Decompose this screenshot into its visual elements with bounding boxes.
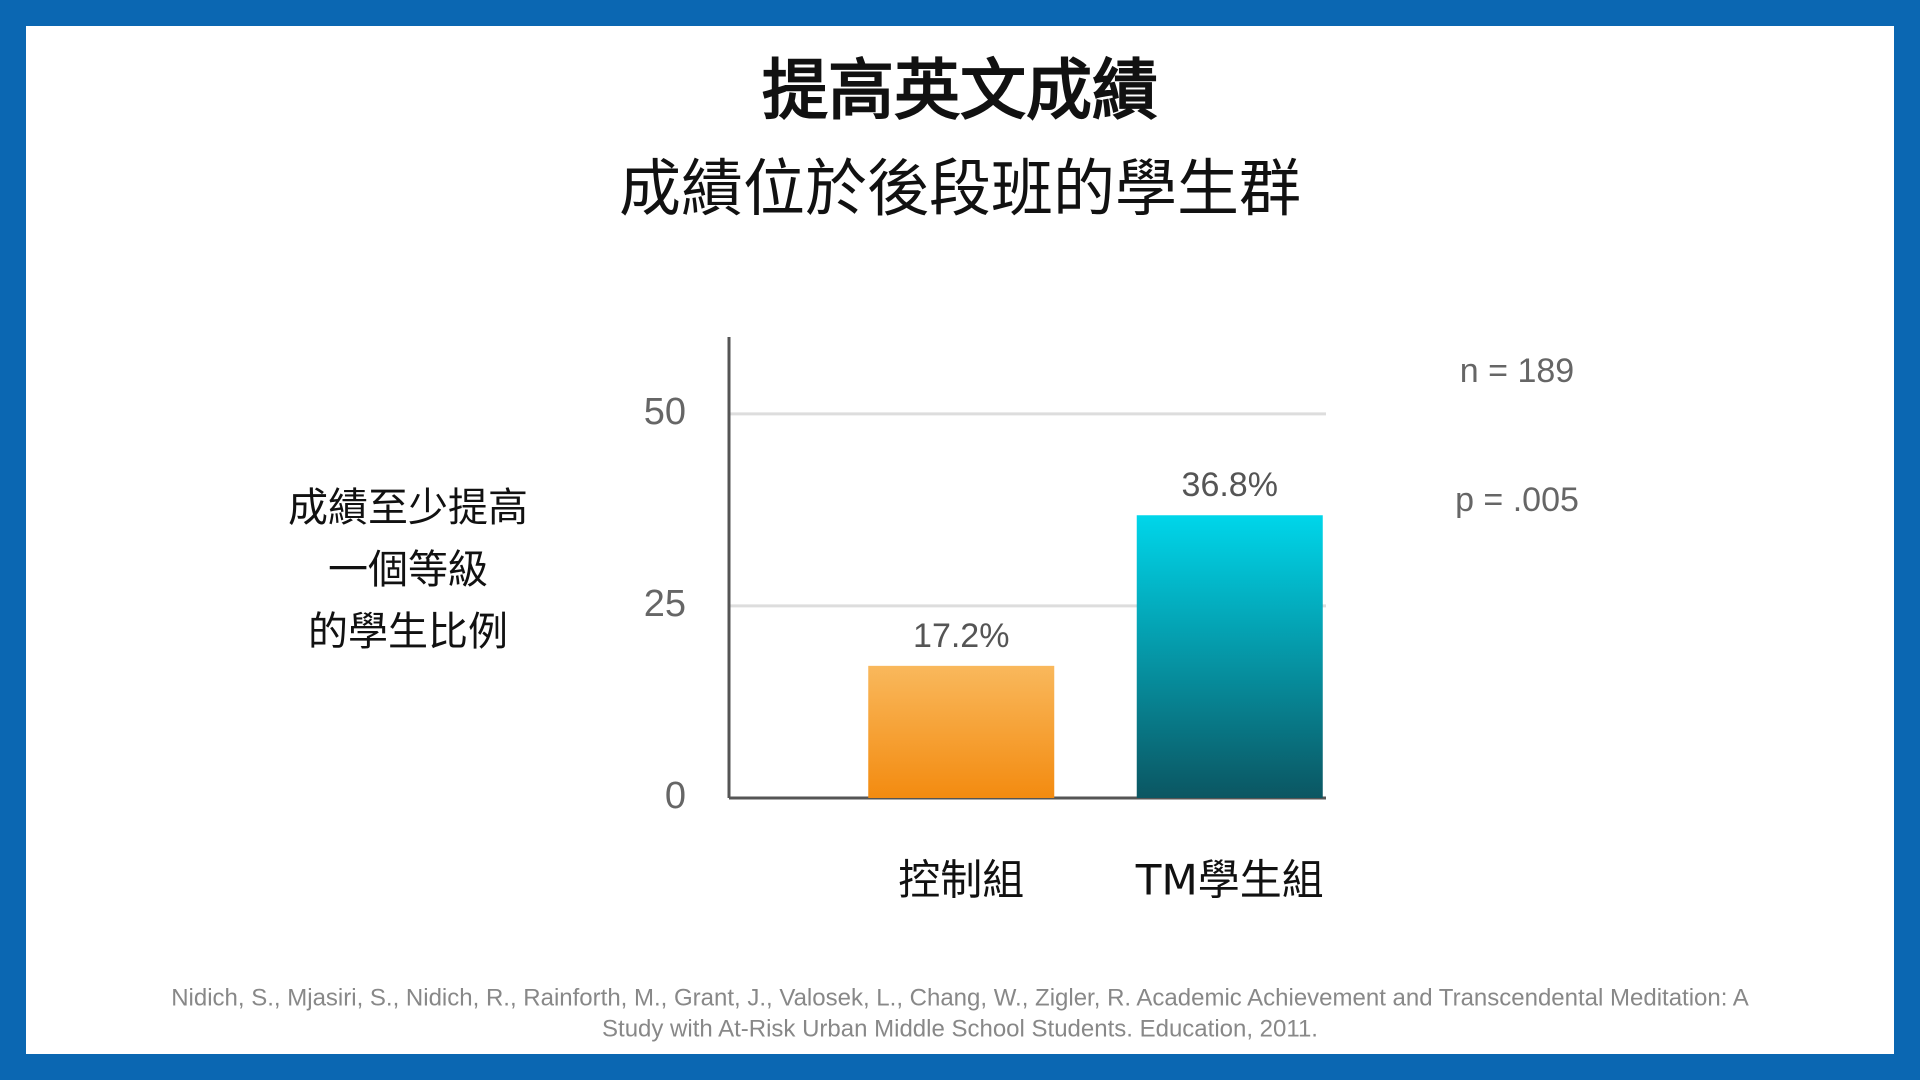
source-note: Nidich, S., Mjasiri, S., Nidich, R., Rai… [171,984,1749,1011]
bar [868,665,1055,798]
x-tick-label: TM學生組 [1135,856,1324,905]
value-label: 36.8% [1182,466,1278,504]
annotation: n = 189 [1460,352,1574,390]
chart-title: 提高英文成績 [762,52,1158,129]
y-axis-label: 成績至少提高 [288,485,528,531]
y-tick-label: 50 [644,391,686,433]
y-tick-label: 25 [644,583,686,625]
chart-subtitle: 成績位於後段班的學生群 [619,152,1301,225]
value-label: 17.2% [913,617,1009,655]
y-tick-label: 0 [665,775,686,817]
y-axis-label: 的學生比例 [308,609,508,655]
annotation: p = .005 [1455,481,1579,519]
slide [26,26,1894,1054]
bar [1136,515,1323,798]
x-tick-label: 控制組 [898,856,1024,905]
y-axis-label: 一個等級 [328,547,488,593]
source-note: Study with At-Risk Urban Middle School S… [602,1015,1318,1042]
